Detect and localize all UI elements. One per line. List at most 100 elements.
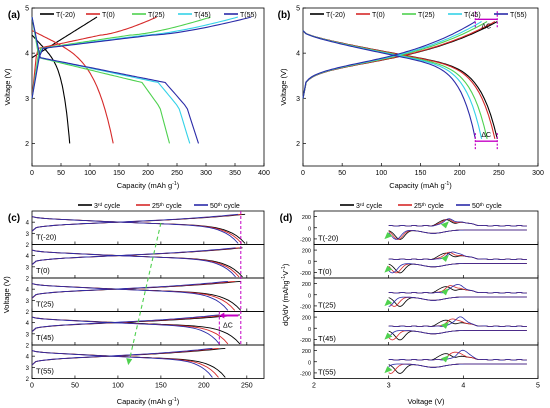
panel-d-subframe [313,277,539,312]
panel-c-legend-label-part: rd [98,202,103,208]
panel-d-legend-label-part: cycle [364,203,382,210]
panel-d-arrow [384,232,393,240]
panel-b-y-tick-label: 5 [296,6,300,13]
panel-c-discharge [31,216,246,244]
panel-a-legend-label: T(25) [148,12,165,19]
panel-b-xlabel-part: Capacity (mAh g [389,181,444,190]
panel-c-xlabel-part: Capacity (mAh g [117,397,172,406]
panel-a-x-tick-label: 400 [258,170,270,177]
panel-d-arrow [384,299,393,307]
panel-a-x-tick-label: 100 [84,170,96,177]
panel-c-y-tick-label: 4 [26,288,30,294]
panel-c-y-tick-label: 2 [26,344,30,350]
panel-d-legend-label: 50th cycle [472,202,502,211]
panel-d-discharge [388,229,527,240]
panel-a-legend-label: T(55) [240,12,257,19]
panel-d-legend-label-part: rd [360,202,365,208]
panel-d-legend-label-part: 3 [356,203,360,210]
panel-a-legend-label: T(-20) [56,12,75,19]
panel-a-xlabel-part: Capacity (mAh g [117,181,172,190]
panel-c-sublabel: T(55) [36,367,54,376]
panel-c-y-tick-label: 4 [26,355,30,361]
panel-a-discharge-T(25) [31,16,171,144]
panel-d-charge [388,318,527,328]
panel-d-subframe [313,210,539,245]
panel-b-xlabel-part: -1 [445,181,450,187]
panel-label-d: (d) [280,213,293,224]
panel-a-xlabel-part: -1 [172,181,177,187]
panel-d-subframe [313,311,539,346]
panel-a-charge-T(-20) [31,16,98,59]
panel-a-discharge-T(55) [31,16,200,144]
panel-c-discharge [31,283,229,311]
panel-a-legend-label: T(0) [102,12,115,19]
panel-d-x-tick-label: 5 [536,383,540,390]
panel-b-x-tick-label: 50 [338,170,346,177]
panel-c-discharge [31,350,219,378]
panel-d-sublabel: T(-20) [318,234,339,243]
panel-d-charge [388,218,527,227]
panel-c-sublabel: T(45) [36,333,54,342]
panel-d-y-tick-label: 0 [308,360,311,366]
panel-c-x-tick-label: 200 [198,383,210,390]
panel-c: (c)3rd cycle 25th cycle 50th cycle234T(-20… [2,202,265,406]
panel-c-charge [31,280,228,299]
panel-c-y-tick-label: 3 [26,265,30,271]
panel-c-legend-label: 3rd cycle [94,202,120,211]
panel-a-x-tick-label: 150 [113,170,125,177]
panel-d-y-tick-label: 0 [308,260,311,266]
panel-d-subframe [313,244,539,279]
panel-d-legend-label-part: 25 [414,203,422,210]
panel-c-y-tick-label: 3 [26,232,30,238]
panel-d-y-tick-label: 200 [302,215,311,221]
panel-d-y-tick-label: -200 [300,271,311,277]
panel-d-arrow [440,355,449,363]
panel-a: (a) 0 50 100 150 200 250 300 350 400 2 3 4 5 Capacity … [3,6,270,191]
panel-d-ylabel-part: V [281,271,290,276]
panel-c-discharge [31,216,239,244]
panel-b-x-tick-label: 200 [454,170,466,177]
panel-d-charge [388,349,527,361]
panel-b-dc-label: ΔC [481,132,491,139]
panel-a-legend-label: T(45) [194,12,211,19]
panel-b-charge-T(55) [302,21,476,99]
panel-b: (b) 0 50 100 150 200 250 300 2 3 4 5 Capacity (mAh g… [278,6,544,191]
panel-c-y-tick-label: 4 [26,221,30,227]
panel-c-x-tick-label: 100 [112,383,124,390]
panel-a-discharge-T(-20) [31,34,71,144]
panel-d-arrow [384,265,393,273]
panel-d-y-tick-label: 200 [302,316,311,322]
panel-d-sublabel: T(45) [318,334,336,343]
panel-d-y-tick-label: 200 [302,349,311,355]
panel-c-legend-label-part: cycle [102,203,120,210]
panel-b-xlabel: Capacity (mAh g-1) [389,181,452,190]
panel-a-y-tick-label: 5 [25,6,29,13]
panel-d-legend-label-part: th [422,202,426,208]
panel-c-discharge [31,283,236,311]
panel-a-charge-T(25) [31,16,211,99]
panel-a-y-tick-label: 3 [25,96,29,103]
panel-a-x-tick-label: 200 [142,170,154,177]
panel-c-charge [31,347,213,366]
panel-c-subframe [31,244,265,279]
panel-c-discharge [31,216,243,244]
panel-b-legend-label: T(0) [372,12,385,19]
panel-d-ylabel: dQ/dV (mAhg-1V-1) [281,263,290,326]
panel-b-discharge-T(25) [302,30,488,140]
panel-d-charge [388,286,527,294]
panel-a-x-tick-label: 350 [229,170,241,177]
panel-d-y-tick-label: -200 [300,304,311,310]
panel-d-legend-label-part: cycle [484,203,502,210]
panel-c-subframe [31,344,265,379]
panel-b-ylabel: Voltage (V) [279,68,288,106]
panel-b-x-tick-label: 250 [493,170,505,177]
panel-b-y-tick-label: 4 [296,51,300,58]
panel-c-y-tick-label: 3 [26,366,30,372]
panel-d-charge [388,353,527,361]
panel-b-discharge-T(45) [302,30,483,140]
panel-label-c: (c) [8,213,20,224]
panel-d-y-tick-label: -200 [300,237,311,243]
panel-c-y-tick-label: 2 [26,310,30,316]
panel-b-legend-label: T(-20) [326,12,345,19]
